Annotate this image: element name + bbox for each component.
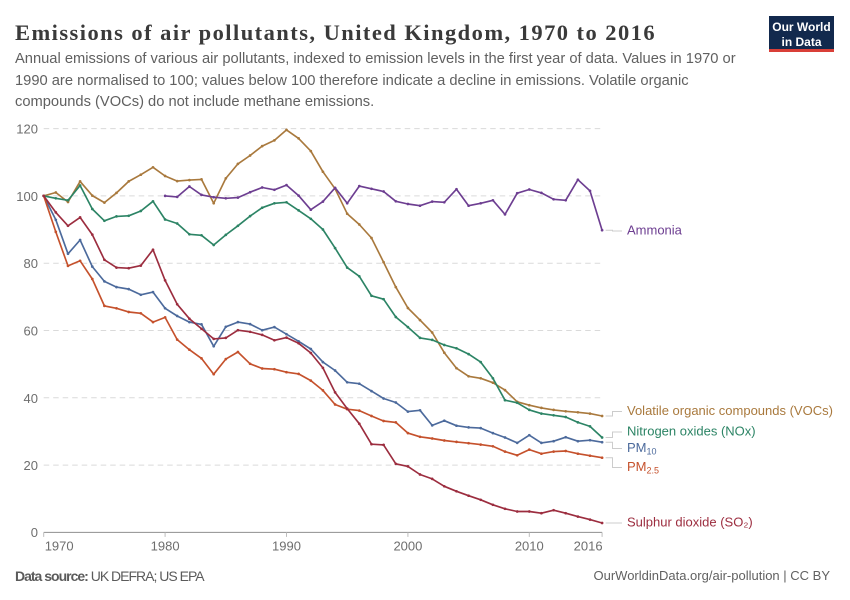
svg-text:0: 0 [31, 525, 38, 540]
svg-text:2010: 2010 [515, 539, 544, 554]
svg-text:60: 60 [24, 324, 38, 339]
svg-text:1970: 1970 [45, 539, 74, 554]
svg-text:PM2.5: PM2.5 [627, 459, 659, 476]
svg-text:2016: 2016 [574, 539, 603, 554]
svg-text:20: 20 [24, 458, 38, 473]
svg-text:Ammonia: Ammonia [627, 223, 683, 238]
svg-text:Sulphur dioxide (SO₂): Sulphur dioxide (SO₂) [627, 515, 753, 530]
svg-text:100: 100 [16, 189, 38, 204]
svg-text:Nitrogen oxides (NOx): Nitrogen oxides (NOx) [627, 424, 756, 439]
svg-text:80: 80 [24, 256, 38, 271]
svg-text:Volatile organic compounds (VO: Volatile organic compounds (VOCs) [627, 403, 833, 418]
svg-text:120: 120 [16, 122, 38, 137]
svg-text:1980: 1980 [151, 539, 180, 554]
svg-text:PM10: PM10 [627, 440, 657, 457]
svg-text:2000: 2000 [393, 539, 422, 554]
svg-text:1990: 1990 [272, 539, 301, 554]
svg-text:40: 40 [24, 391, 38, 406]
